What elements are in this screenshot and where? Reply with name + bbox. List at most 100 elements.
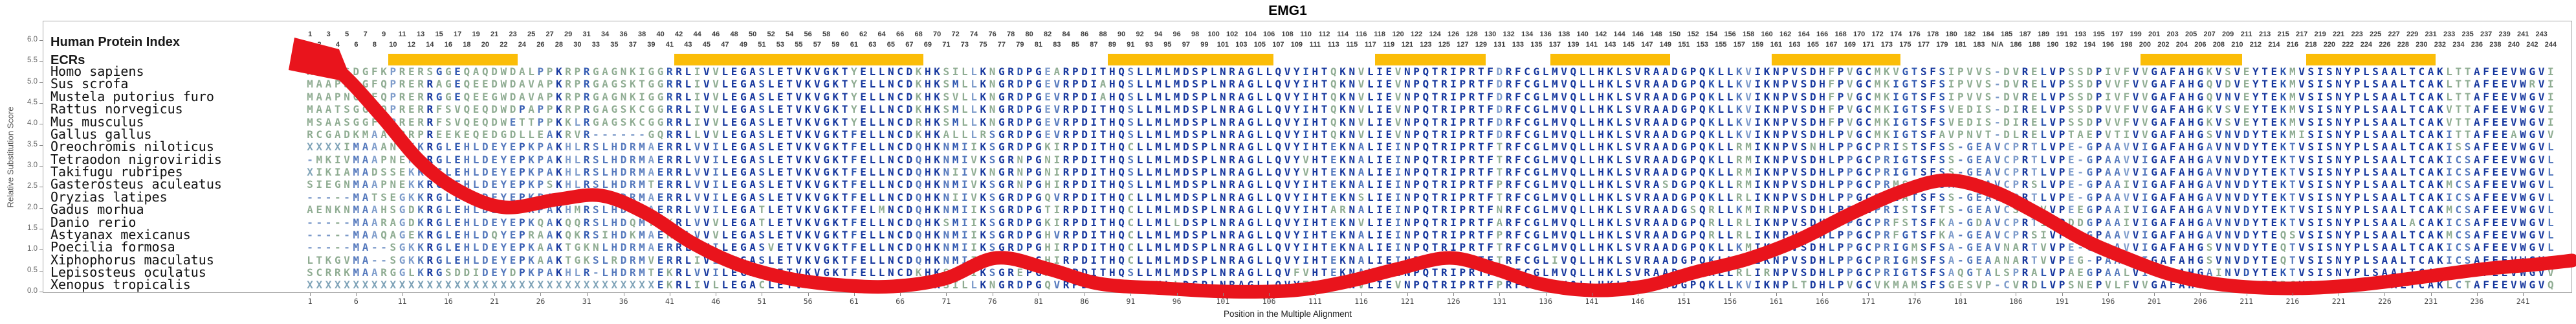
position-label: 111: [1309, 41, 1321, 49]
position-label: 213: [2258, 30, 2271, 38]
x-tick-label: 191: [2055, 297, 2069, 306]
position-label: 58: [822, 30, 831, 38]
x-tick-label: 6: [353, 297, 358, 306]
position-label: 6: [354, 41, 358, 49]
x-tick-mark: [2384, 293, 2386, 296]
position-label: 176: [1908, 30, 1921, 38]
x-tick-label: 216: [2285, 297, 2300, 306]
y-tick-label: 0.0: [27, 287, 38, 295]
position-label: 71: [942, 41, 951, 49]
position-label: 190: [2047, 41, 2059, 49]
x-tick-mark: [2476, 293, 2478, 296]
ecrs-label: ECRs: [50, 53, 85, 67]
position-label: 215: [2277, 30, 2289, 38]
position-label: 177: [1917, 41, 1930, 49]
ecr-region-bar: [2140, 54, 2242, 65]
x-tick-mark: [1822, 293, 1823, 296]
x-tick-label: 171: [1861, 297, 1875, 306]
position-label: 36: [619, 30, 628, 38]
position-label: 164: [1798, 30, 1810, 38]
position-label: 243: [2535, 30, 2548, 38]
position-label: 26: [536, 41, 545, 49]
position-label: 160: [1761, 30, 1773, 38]
position-label: 159: [1752, 41, 1764, 49]
x-tick-label: 236: [2470, 297, 2484, 306]
position-label: 127: [1457, 41, 1469, 49]
position-label: 182: [1963, 30, 1976, 38]
position-label: 180: [1945, 30, 1957, 38]
position-label: 113: [1328, 41, 1339, 49]
position-label: 77: [997, 41, 1006, 49]
position-label: 230: [2416, 41, 2428, 49]
position-label: 172: [1871, 30, 1884, 38]
position-label: 124: [1429, 30, 1441, 38]
position-label: 46: [712, 30, 720, 38]
y-tick-label: 4.5: [27, 98, 38, 106]
position-label: 146: [1631, 30, 1644, 38]
position-label: 209: [2221, 30, 2234, 38]
x-tick-label: 141: [1585, 297, 1599, 306]
x-tick-mark: [1130, 293, 1132, 296]
y-tick-label: 3.0: [27, 161, 38, 169]
position-label: 105: [1253, 41, 1266, 49]
position-label: 156: [1724, 30, 1736, 38]
position-label: 165: [1807, 41, 1820, 49]
ecr-region-bar: [2306, 54, 2436, 65]
position-label: 135: [1530, 41, 1543, 49]
position-label: 51: [758, 41, 766, 49]
position-label: 173: [1880, 41, 1893, 49]
position-label: 55: [795, 41, 803, 49]
position-label: 186: [2010, 41, 2022, 49]
x-tick-mark: [946, 293, 947, 296]
x-tick-mark: [853, 293, 855, 296]
x-tick-label: 91: [1126, 297, 1136, 306]
x-tick-label: 41: [665, 297, 674, 306]
position-label: 140: [1576, 30, 1589, 38]
position-label: 96: [1172, 30, 1181, 38]
position-label: 19: [472, 30, 480, 38]
position-label: 3: [326, 30, 331, 38]
x-tick-label: 61: [849, 297, 859, 306]
human-protein-index-label: Human Protein Index: [50, 35, 181, 49]
position-label: 228: [2397, 41, 2410, 49]
position-label: 178: [1926, 30, 1939, 38]
position-label: 204: [2175, 41, 2188, 49]
position-label: 197: [2111, 30, 2124, 38]
position-label: 233: [2443, 30, 2456, 38]
x-tick-label: 186: [2009, 297, 2023, 306]
position-label: 38: [638, 30, 646, 38]
x-tick-mark: [1499, 293, 1501, 296]
x-tick-label: 1: [307, 297, 313, 306]
x-tick-mark: [2062, 293, 2063, 296]
x-tick-mark: [900, 293, 901, 296]
position-label: 54: [786, 30, 794, 38]
x-tick-mark: [1453, 293, 1455, 296]
page-title: EMG1: [1268, 3, 1307, 18]
position-label: 33: [591, 41, 600, 49]
x-tick-mark: [1084, 293, 1086, 296]
position-label: 112: [1318, 30, 1330, 38]
position-label: 48: [730, 30, 738, 38]
position-label: 183: [1973, 41, 1985, 49]
species-label: Rattus norvegicus: [50, 101, 183, 117]
position-label: 118: [1374, 30, 1385, 38]
x-tick-mark: [1176, 293, 1178, 296]
x-tick-label: 166: [1815, 297, 1829, 306]
position-label: 108: [1281, 30, 1294, 38]
x-tick-mark: [1776, 293, 1777, 296]
position-label: 155: [1715, 41, 1727, 49]
position-label: 27: [545, 30, 554, 38]
y-tick-mark: [39, 82, 43, 83]
position-label: 151: [1678, 41, 1690, 49]
position-label: 5: [345, 30, 349, 38]
position-label: 114: [1337, 30, 1349, 38]
position-label: 212: [2249, 41, 2262, 49]
x-tick-label: 101: [1216, 297, 1230, 306]
position-label: 162: [1779, 30, 1792, 38]
position-label: 69: [923, 41, 932, 49]
position-label: 123: [1420, 41, 1432, 49]
x-tick-label: 131: [1492, 297, 1506, 306]
position-label: 241: [2516, 30, 2529, 38]
position-label: 179: [1936, 41, 1948, 49]
